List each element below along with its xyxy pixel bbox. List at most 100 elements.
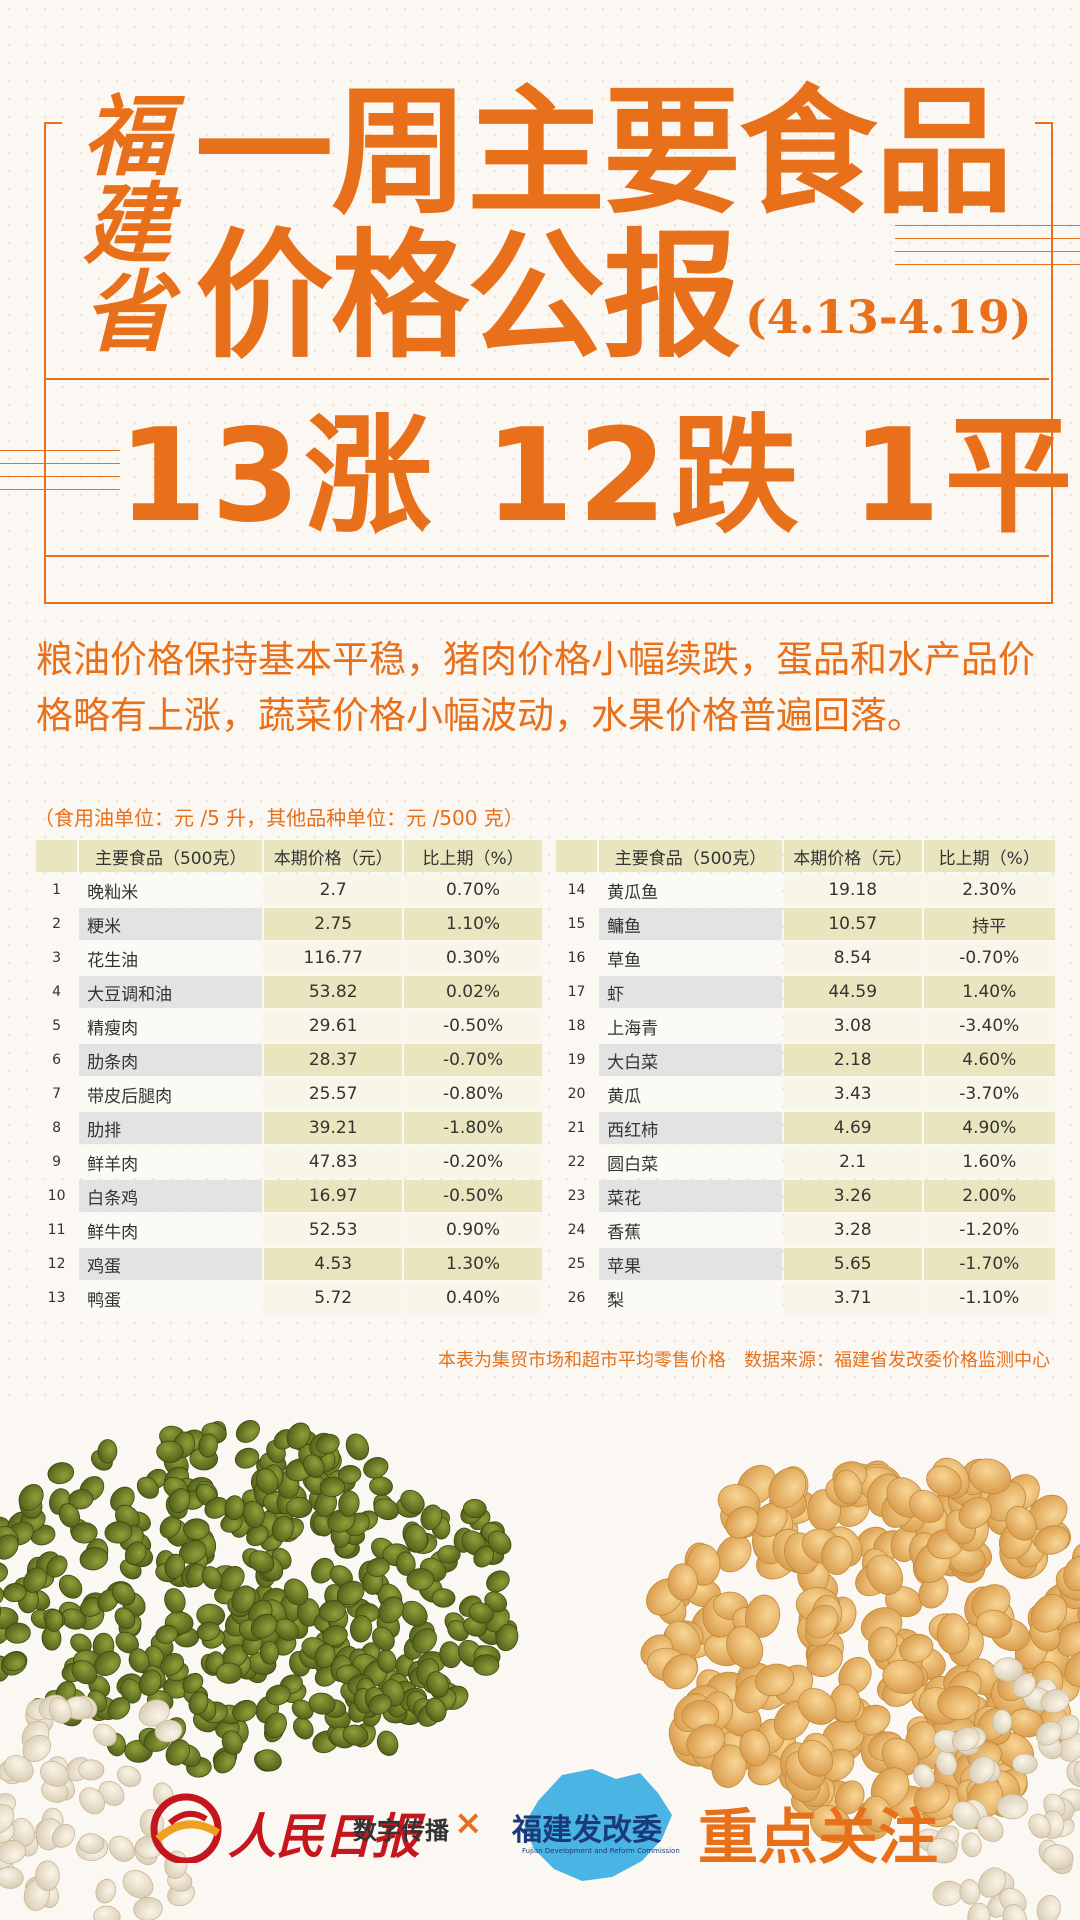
food-name: 晚籼米 — [79, 874, 263, 906]
soybean — [805, 1604, 839, 1639]
barley-grain — [122, 1870, 154, 1899]
barley-grain — [978, 1867, 1007, 1898]
mung-bean — [128, 1648, 150, 1673]
barley-grain — [78, 1833, 104, 1854]
mung-bean — [198, 1433, 218, 1458]
barley-grain — [1058, 1732, 1080, 1762]
mung-bean — [46, 1555, 68, 1578]
footnote: 本表为集贸市场和超市平均零售价格 数据来源：福建省发改委价格监测中心 — [438, 1350, 1050, 1371]
food-name: 苹果 — [599, 1248, 782, 1280]
header-change: 比上期（%） — [923, 840, 1055, 872]
food-name: 黄瓜鱼 — [599, 874, 782, 906]
barley-grain — [35, 1860, 60, 1891]
row-number: 22 — [556, 1146, 598, 1178]
mung-bean — [319, 1476, 345, 1498]
mung-bean — [425, 1697, 447, 1723]
mung-bean — [201, 1566, 222, 1590]
header-frame — [44, 122, 1053, 604]
barley-grain — [95, 1878, 117, 1904]
mung-bean — [136, 1476, 159, 1499]
headline-stats: 13涨 12跌 1平 — [118, 402, 1077, 551]
mung-bean — [293, 1717, 314, 1740]
price-value: 2.1 — [783, 1146, 922, 1178]
header-divider — [44, 378, 1049, 380]
mung-bean — [259, 1641, 279, 1665]
barley-grain — [951, 1801, 981, 1830]
soybean — [936, 1613, 970, 1655]
table-row: 23 菜花 3.26 2.00% — [556, 1180, 1055, 1212]
mung-bean — [420, 1504, 443, 1531]
people-daily-logo-text: 人民日报 — [228, 1809, 421, 1865]
soybean — [1056, 1622, 1080, 1657]
mung-bean — [265, 1684, 291, 1706]
mung-bean — [79, 1546, 109, 1571]
mung-bean — [486, 1570, 510, 1593]
mung-bean — [234, 1447, 260, 1469]
price-value: 8.54 — [783, 942, 922, 974]
mung-bean — [3, 1582, 27, 1603]
food-name: 西红柿 — [599, 1112, 782, 1144]
barley-grain — [926, 1837, 958, 1864]
table-row: 4 大豆调和油 53.82 0.02% — [36, 976, 542, 1008]
mung-bean — [412, 1628, 437, 1654]
mung-bean — [160, 1652, 184, 1676]
mung-bean — [0, 1607, 19, 1630]
soybean — [899, 1633, 934, 1663]
unit-note: （食用油单位：元 /5 升，其他品种单位：元 /500 克） — [34, 806, 524, 830]
food-name: 大豆调和油 — [79, 976, 263, 1008]
mung-bean — [322, 1624, 348, 1647]
soybean — [882, 1659, 925, 1694]
soybean — [958, 1496, 992, 1529]
table-row: 14 黄瓜鱼 19.18 2.30% — [556, 874, 1055, 906]
mung-bean — [111, 1582, 136, 1606]
food-name: 菜花 — [599, 1180, 782, 1212]
barley-grain — [1002, 1904, 1028, 1920]
food-name: 精瘦肉 — [79, 1010, 263, 1042]
mung-bean — [406, 1568, 435, 1591]
soybean — [797, 1688, 837, 1725]
row-number: 10 — [36, 1180, 78, 1212]
row-number: 26 — [556, 1282, 598, 1314]
barley-grain — [79, 1787, 106, 1815]
mung-bean — [4, 1622, 31, 1644]
mung-bean — [248, 1550, 275, 1574]
price-value: 29.61 — [264, 1010, 403, 1042]
row-number: 5 — [36, 1010, 78, 1042]
mung-bean — [182, 1672, 204, 1694]
header-price: 本期价格（元） — [783, 840, 922, 872]
barley-grain — [935, 1750, 958, 1777]
mung-bean — [372, 1626, 395, 1651]
mung-bean — [138, 1669, 162, 1696]
price-value: 47.83 — [264, 1146, 403, 1178]
row-number: 20 — [556, 1078, 598, 1110]
title-line-1: 一周主要食品 — [195, 72, 1013, 233]
barley-grain — [154, 1719, 183, 1743]
barley-grain — [993, 1657, 1024, 1682]
price-value: 116.77 — [264, 942, 403, 974]
change-value: -1.10% — [923, 1282, 1055, 1314]
barley-grain — [78, 1759, 105, 1781]
focus-label: 重点关注 — [698, 1803, 938, 1873]
barley-grain — [1036, 1721, 1062, 1746]
table-row: 19 大白菜 2.18 4.60% — [556, 1044, 1055, 1076]
table-row: 26 梨 3.71 -1.10% — [556, 1282, 1055, 1314]
table-row: 2 粳米 2.75 1.10% — [36, 908, 542, 940]
food-name: 圆白菜 — [599, 1146, 782, 1178]
price-value: 28.37 — [264, 1044, 403, 1076]
mung-bean — [183, 1518, 210, 1540]
row-number: 2 — [36, 908, 78, 940]
barley-grain — [1040, 1689, 1070, 1714]
soybean — [739, 1729, 770, 1767]
mung-bean — [221, 1730, 243, 1755]
barley-grain — [959, 1879, 981, 1905]
mung-bean — [250, 1613, 278, 1639]
soybean — [1064, 1649, 1080, 1687]
barley-grain — [1043, 1844, 1074, 1870]
mung-bean — [255, 1749, 282, 1772]
mung-bean — [215, 1662, 243, 1684]
soybean — [797, 1739, 834, 1777]
mung-bean — [373, 1498, 400, 1521]
mung-beans — [0, 1419, 519, 1778]
mung-bean — [196, 1621, 220, 1641]
row-number: 7 — [36, 1078, 78, 1110]
